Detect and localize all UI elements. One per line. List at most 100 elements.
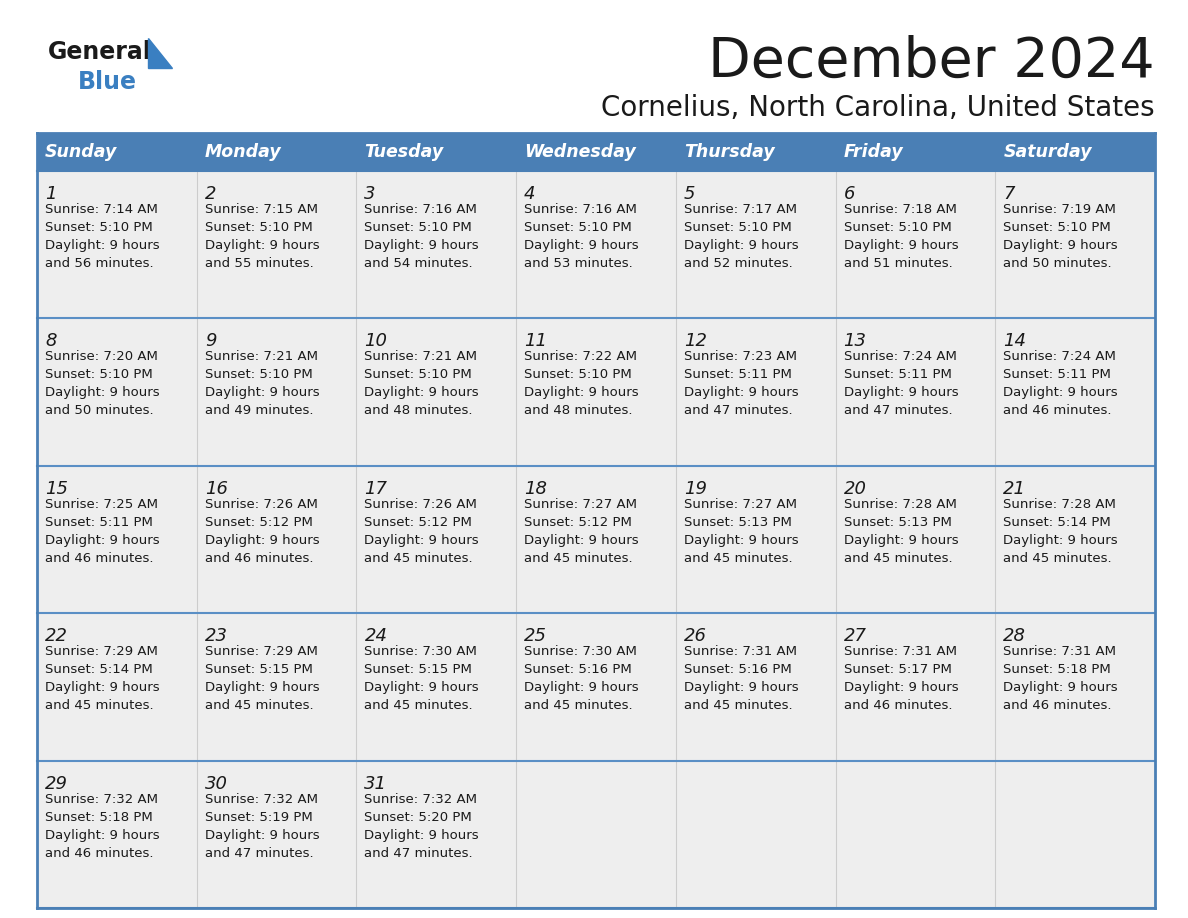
Text: Monday: Monday <box>204 143 282 161</box>
Text: 25: 25 <box>524 627 548 645</box>
Text: Daylight: 9 hours: Daylight: 9 hours <box>365 681 479 694</box>
Text: Sunrise: 7:23 AM: Sunrise: 7:23 AM <box>684 351 797 364</box>
Text: Sunset: 5:16 PM: Sunset: 5:16 PM <box>524 663 632 677</box>
Text: Sunset: 5:10 PM: Sunset: 5:10 PM <box>204 368 312 381</box>
Text: Sunset: 5:11 PM: Sunset: 5:11 PM <box>45 516 153 529</box>
Text: Sunrise: 7:30 AM: Sunrise: 7:30 AM <box>365 645 478 658</box>
Bar <box>197 171 356 319</box>
Text: Daylight: 9 hours: Daylight: 9 hours <box>843 681 959 694</box>
Text: and 45 minutes.: and 45 minutes. <box>524 700 633 712</box>
Bar <box>516 465 676 613</box>
Text: 4: 4 <box>524 185 536 203</box>
Text: 18: 18 <box>524 480 548 498</box>
Text: 9: 9 <box>204 332 216 351</box>
Text: 20: 20 <box>843 480 866 498</box>
Text: Sunset: 5:10 PM: Sunset: 5:10 PM <box>45 221 153 234</box>
Text: December 2024: December 2024 <box>708 35 1155 89</box>
Bar <box>835 613 996 761</box>
Text: Daylight: 9 hours: Daylight: 9 hours <box>365 239 479 252</box>
Text: and 46 minutes.: and 46 minutes. <box>1004 405 1112 418</box>
Text: Wednesday: Wednesday <box>524 143 636 161</box>
Text: Sunrise: 7:24 AM: Sunrise: 7:24 AM <box>1004 351 1117 364</box>
Text: and 46 minutes.: and 46 minutes. <box>45 846 153 859</box>
Text: Daylight: 9 hours: Daylight: 9 hours <box>1004 681 1118 694</box>
Text: Sunrise: 7:27 AM: Sunrise: 7:27 AM <box>684 498 797 510</box>
Text: Sunrise: 7:28 AM: Sunrise: 7:28 AM <box>843 498 956 510</box>
Text: 28: 28 <box>1004 627 1026 645</box>
Text: 1: 1 <box>45 185 57 203</box>
Text: Sunset: 5:10 PM: Sunset: 5:10 PM <box>45 368 153 381</box>
Text: Sunrise: 7:20 AM: Sunrise: 7:20 AM <box>45 351 158 364</box>
Text: 12: 12 <box>684 332 707 351</box>
Text: 10: 10 <box>365 332 387 351</box>
Text: Sunrise: 7:17 AM: Sunrise: 7:17 AM <box>684 203 797 216</box>
Text: Sunrise: 7:26 AM: Sunrise: 7:26 AM <box>365 498 478 510</box>
Bar <box>676 761 835 908</box>
Text: and 47 minutes.: and 47 minutes. <box>204 846 314 859</box>
Text: 29: 29 <box>45 775 68 792</box>
Text: Sunrise: 7:21 AM: Sunrise: 7:21 AM <box>365 351 478 364</box>
Text: 17: 17 <box>365 480 387 498</box>
Text: Saturday: Saturday <box>1004 143 1092 161</box>
Text: General: General <box>48 40 152 64</box>
Bar <box>197 319 356 465</box>
Text: Daylight: 9 hours: Daylight: 9 hours <box>524 533 639 547</box>
Text: Sunset: 5:10 PM: Sunset: 5:10 PM <box>365 368 472 381</box>
Text: and 45 minutes.: and 45 minutes. <box>365 552 473 565</box>
Text: Thursday: Thursday <box>684 143 775 161</box>
Text: Daylight: 9 hours: Daylight: 9 hours <box>365 533 479 547</box>
Text: 23: 23 <box>204 627 228 645</box>
Bar <box>37 465 197 613</box>
Text: Sunrise: 7:32 AM: Sunrise: 7:32 AM <box>204 792 317 806</box>
Bar <box>996 613 1155 761</box>
Text: Sunrise: 7:22 AM: Sunrise: 7:22 AM <box>524 351 637 364</box>
Text: Sunrise: 7:28 AM: Sunrise: 7:28 AM <box>1004 498 1117 510</box>
Text: Sunset: 5:15 PM: Sunset: 5:15 PM <box>204 663 312 677</box>
Text: Sunset: 5:16 PM: Sunset: 5:16 PM <box>684 663 791 677</box>
Bar <box>37 761 197 908</box>
Text: 8: 8 <box>45 332 57 351</box>
Text: 21: 21 <box>1004 480 1026 498</box>
Text: and 47 minutes.: and 47 minutes. <box>684 405 792 418</box>
Text: Sunset: 5:12 PM: Sunset: 5:12 PM <box>365 516 473 529</box>
Bar <box>676 465 835 613</box>
Text: Daylight: 9 hours: Daylight: 9 hours <box>524 681 639 694</box>
Bar <box>996 465 1155 613</box>
Bar <box>516 613 676 761</box>
Text: Sunset: 5:10 PM: Sunset: 5:10 PM <box>365 221 472 234</box>
Text: 26: 26 <box>684 627 707 645</box>
Text: Daylight: 9 hours: Daylight: 9 hours <box>204 386 320 399</box>
Text: Sunset: 5:18 PM: Sunset: 5:18 PM <box>1004 663 1111 677</box>
Text: 5: 5 <box>684 185 695 203</box>
Text: Sunrise: 7:32 AM: Sunrise: 7:32 AM <box>45 792 158 806</box>
Text: Daylight: 9 hours: Daylight: 9 hours <box>45 386 159 399</box>
Text: and 51 minutes.: and 51 minutes. <box>843 257 953 270</box>
Bar <box>356 319 516 465</box>
Text: Sunset: 5:17 PM: Sunset: 5:17 PM <box>843 663 952 677</box>
Text: 19: 19 <box>684 480 707 498</box>
Text: Sunday: Sunday <box>45 143 118 161</box>
Polygon shape <box>148 38 172 68</box>
Text: and 45 minutes.: and 45 minutes. <box>365 700 473 712</box>
Text: Sunset: 5:11 PM: Sunset: 5:11 PM <box>843 368 952 381</box>
Text: Sunset: 5:10 PM: Sunset: 5:10 PM <box>524 368 632 381</box>
Text: and 48 minutes.: and 48 minutes. <box>365 405 473 418</box>
Text: Sunset: 5:10 PM: Sunset: 5:10 PM <box>843 221 952 234</box>
Text: Sunrise: 7:21 AM: Sunrise: 7:21 AM <box>204 351 317 364</box>
Text: Sunrise: 7:16 AM: Sunrise: 7:16 AM <box>524 203 637 216</box>
Text: Sunrise: 7:31 AM: Sunrise: 7:31 AM <box>843 645 956 658</box>
Text: Sunrise: 7:29 AM: Sunrise: 7:29 AM <box>45 645 158 658</box>
Text: 15: 15 <box>45 480 68 498</box>
Bar <box>835 319 996 465</box>
Text: and 47 minutes.: and 47 minutes. <box>843 405 953 418</box>
Text: Sunset: 5:10 PM: Sunset: 5:10 PM <box>204 221 312 234</box>
Text: Sunset: 5:12 PM: Sunset: 5:12 PM <box>204 516 312 529</box>
Text: Daylight: 9 hours: Daylight: 9 hours <box>204 681 320 694</box>
Bar <box>356 171 516 319</box>
Text: Daylight: 9 hours: Daylight: 9 hours <box>365 829 479 842</box>
Text: Sunset: 5:13 PM: Sunset: 5:13 PM <box>684 516 791 529</box>
Text: 7: 7 <box>1004 185 1015 203</box>
Text: and 54 minutes.: and 54 minutes. <box>365 257 473 270</box>
Text: Daylight: 9 hours: Daylight: 9 hours <box>45 533 159 547</box>
Text: and 48 minutes.: and 48 minutes. <box>524 405 633 418</box>
